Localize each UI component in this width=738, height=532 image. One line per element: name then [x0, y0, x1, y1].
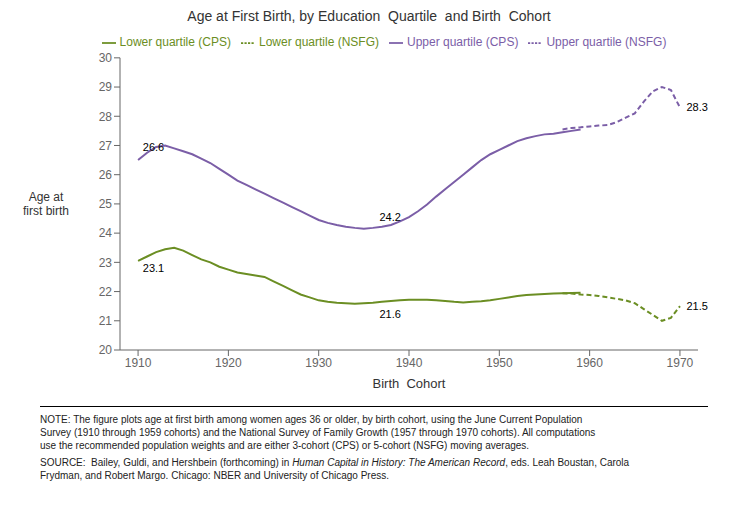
svg-text:23.1: 23.1: [143, 262, 164, 274]
svg-text:1960: 1960: [576, 356, 603, 370]
svg-text:27: 27: [99, 139, 113, 153]
html-text:Upper quartile (NSFG): Upper quartile (NSFG): [546, 35, 667, 49]
svg-text:22: 22: [99, 285, 113, 299]
svg-text:1950: 1950: [486, 356, 513, 370]
html-text:SOURCE: Bailey, Guldi, and Her: SOURCE: Bailey, Guldi, and Hershbein (fo…: [40, 457, 630, 468]
svg-text:Birth Cohort: Birth Cohort: [373, 376, 446, 391]
svg-text:29: 29: [99, 80, 113, 94]
svg-text:26: 26: [99, 168, 113, 182]
svg-text:21.5: 21.5: [686, 300, 707, 312]
svg-text:30: 30: [99, 51, 113, 65]
svg-text:25: 25: [99, 197, 113, 211]
svg-text:1920: 1920: [215, 356, 242, 370]
html-text:Lower quartile (CPS): Lower quartile (CPS): [119, 35, 231, 49]
svg-text:23: 23: [99, 256, 113, 270]
svg-text:28: 28: [99, 110, 113, 124]
svg-text:28.3: 28.3: [686, 101, 707, 113]
svg-text:1970: 1970: [667, 356, 694, 370]
html-text:Survey (1910 through 1959 coho: Survey (1910 through 1959 cohorts) and t…: [40, 427, 596, 438]
svg-text:21: 21: [99, 314, 113, 328]
html-text:Frydman, and Robert Margo. Chi: Frydman, and Robert Margo. Chicago: NBER…: [40, 470, 389, 481]
html-text:Age at First Birth, by Educati: Age at First Birth, by Education Quartil…: [187, 8, 551, 24]
svg-text:24.2: 24.2: [379, 211, 400, 223]
svg-text:1940: 1940: [396, 356, 423, 370]
html-text:use the recommended population: use the recommended population weights a…: [40, 440, 530, 451]
svg-text:Age atfirst birth: Age atfirst birth: [23, 190, 69, 218]
html-text:NOTE: The figure plots age at: NOTE: The figure plots age at first birt…: [40, 414, 583, 425]
svg-text:26.6: 26.6: [143, 141, 164, 153]
html-text:Lower quartile (NSFG): Lower quartile (NSFG): [259, 35, 379, 49]
svg-text:1910: 1910: [125, 356, 152, 370]
svg-text:21.6: 21.6: [379, 308, 400, 320]
svg-text:24: 24: [99, 226, 113, 240]
html-text:Upper quartile (CPS): Upper quartile (CPS): [407, 35, 519, 49]
svg-text:1930: 1930: [305, 356, 332, 370]
svg-text:20: 20: [99, 343, 113, 357]
